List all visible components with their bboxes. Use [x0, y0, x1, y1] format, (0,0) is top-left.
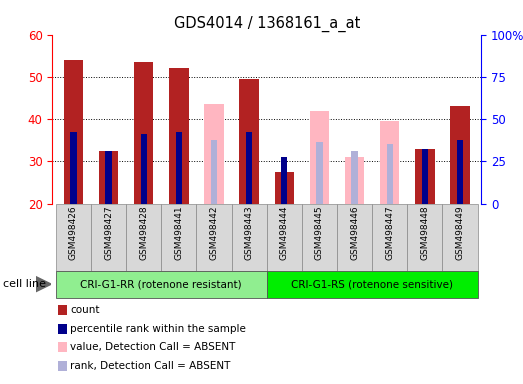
Text: percentile rank within the sample: percentile rank within the sample: [70, 324, 246, 334]
Bar: [176, 132, 182, 204]
Bar: [232, 204, 267, 271]
Bar: [134, 62, 153, 204]
Text: cell line: cell line: [3, 279, 46, 289]
Bar: [70, 132, 76, 204]
Bar: [386, 144, 393, 204]
Bar: [91, 204, 126, 271]
Bar: [337, 204, 372, 271]
Bar: [240, 79, 259, 204]
Bar: [56, 204, 91, 271]
Text: CRI-G1-RR (rotenone resistant): CRI-G1-RR (rotenone resistant): [81, 279, 242, 289]
Bar: [204, 104, 224, 204]
Bar: [457, 140, 463, 204]
Bar: [302, 204, 337, 271]
Text: GSM498449: GSM498449: [456, 205, 464, 260]
Bar: [246, 132, 252, 204]
Text: GSM498427: GSM498427: [104, 205, 113, 260]
Bar: [126, 204, 161, 271]
Text: GSM498446: GSM498446: [350, 205, 359, 260]
Bar: [64, 60, 83, 204]
Text: GSM498444: GSM498444: [280, 205, 289, 260]
Bar: [310, 111, 329, 204]
Text: GSM498441: GSM498441: [174, 205, 184, 260]
Text: rank, Detection Call = ABSENT: rank, Detection Call = ABSENT: [70, 361, 231, 371]
Text: GSM498443: GSM498443: [245, 205, 254, 260]
Bar: [211, 140, 217, 204]
Bar: [372, 204, 407, 271]
Bar: [415, 149, 435, 204]
Text: count: count: [70, 305, 99, 315]
Bar: [141, 134, 147, 204]
Bar: [316, 142, 323, 204]
Bar: [105, 151, 112, 204]
Bar: [345, 157, 365, 204]
Bar: [161, 204, 197, 271]
Polygon shape: [36, 276, 51, 292]
Text: GSM498445: GSM498445: [315, 205, 324, 260]
Text: GSM498428: GSM498428: [139, 205, 148, 260]
Bar: [442, 204, 477, 271]
Text: GSM498448: GSM498448: [420, 205, 429, 260]
Text: value, Detection Call = ABSENT: value, Detection Call = ABSENT: [70, 342, 235, 352]
Bar: [267, 204, 302, 271]
Bar: [380, 121, 400, 204]
Title: GDS4014 / 1368161_a_at: GDS4014 / 1368161_a_at: [174, 16, 360, 32]
Text: GSM498447: GSM498447: [385, 205, 394, 260]
Bar: [281, 157, 288, 204]
Bar: [99, 151, 118, 204]
Bar: [422, 149, 428, 204]
Text: CRI-G1-RS (rotenone sensitive): CRI-G1-RS (rotenone sensitive): [291, 279, 453, 289]
Bar: [267, 271, 477, 298]
Bar: [169, 68, 188, 204]
Bar: [56, 271, 267, 298]
Bar: [407, 204, 442, 271]
Bar: [275, 172, 294, 204]
Bar: [351, 151, 358, 204]
Bar: [197, 204, 232, 271]
Bar: [450, 106, 470, 204]
Text: GSM498426: GSM498426: [69, 205, 78, 260]
Text: GSM498442: GSM498442: [210, 205, 219, 260]
